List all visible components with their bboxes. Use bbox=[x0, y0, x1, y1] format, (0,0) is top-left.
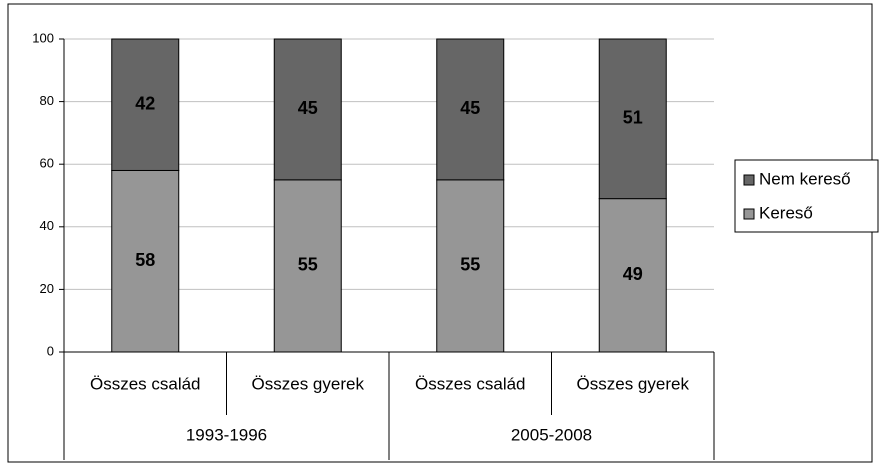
bar-segment bbox=[111, 38, 180, 171]
bar-segment bbox=[273, 38, 342, 181]
y-tick-label: 0 bbox=[47, 343, 54, 358]
data-label: 42 bbox=[135, 93, 155, 113]
x-tick-label: Összes család bbox=[415, 374, 526, 393]
x-tick-label: Összes gyerek bbox=[252, 374, 365, 393]
bar-segment bbox=[436, 179, 505, 353]
y-tick-label: 100 bbox=[32, 30, 54, 45]
bar-segment bbox=[598, 38, 667, 200]
data-label: 49 bbox=[623, 264, 643, 284]
data-label: 45 bbox=[460, 98, 480, 118]
y-tick-label: 40 bbox=[40, 218, 54, 233]
legend-label: Nem kereső bbox=[759, 169, 851, 188]
x-tick-label: Összes család bbox=[90, 374, 201, 393]
y-tick-label: 80 bbox=[40, 93, 54, 108]
legend-swatch bbox=[743, 208, 755, 220]
y-tick-label: 60 bbox=[40, 156, 54, 171]
data-label: 58 bbox=[135, 250, 155, 270]
group-label: 2005-2008 bbox=[511, 425, 592, 444]
data-label: 55 bbox=[298, 255, 318, 275]
bar-segment bbox=[273, 179, 342, 353]
bar-segment bbox=[111, 169, 180, 353]
data-label: 55 bbox=[460, 255, 480, 275]
legend-label: Kereső bbox=[759, 203, 813, 222]
x-tick-label: Összes gyerek bbox=[577, 374, 690, 393]
legend-box bbox=[734, 159, 879, 233]
bar-segment bbox=[436, 38, 505, 181]
data-label: 51 bbox=[623, 108, 643, 128]
group-label: 1993-1996 bbox=[186, 425, 267, 444]
legend-swatch bbox=[743, 174, 755, 186]
data-label: 45 bbox=[298, 98, 318, 118]
bar-segment bbox=[598, 198, 667, 353]
y-tick-label: 20 bbox=[40, 281, 54, 296]
